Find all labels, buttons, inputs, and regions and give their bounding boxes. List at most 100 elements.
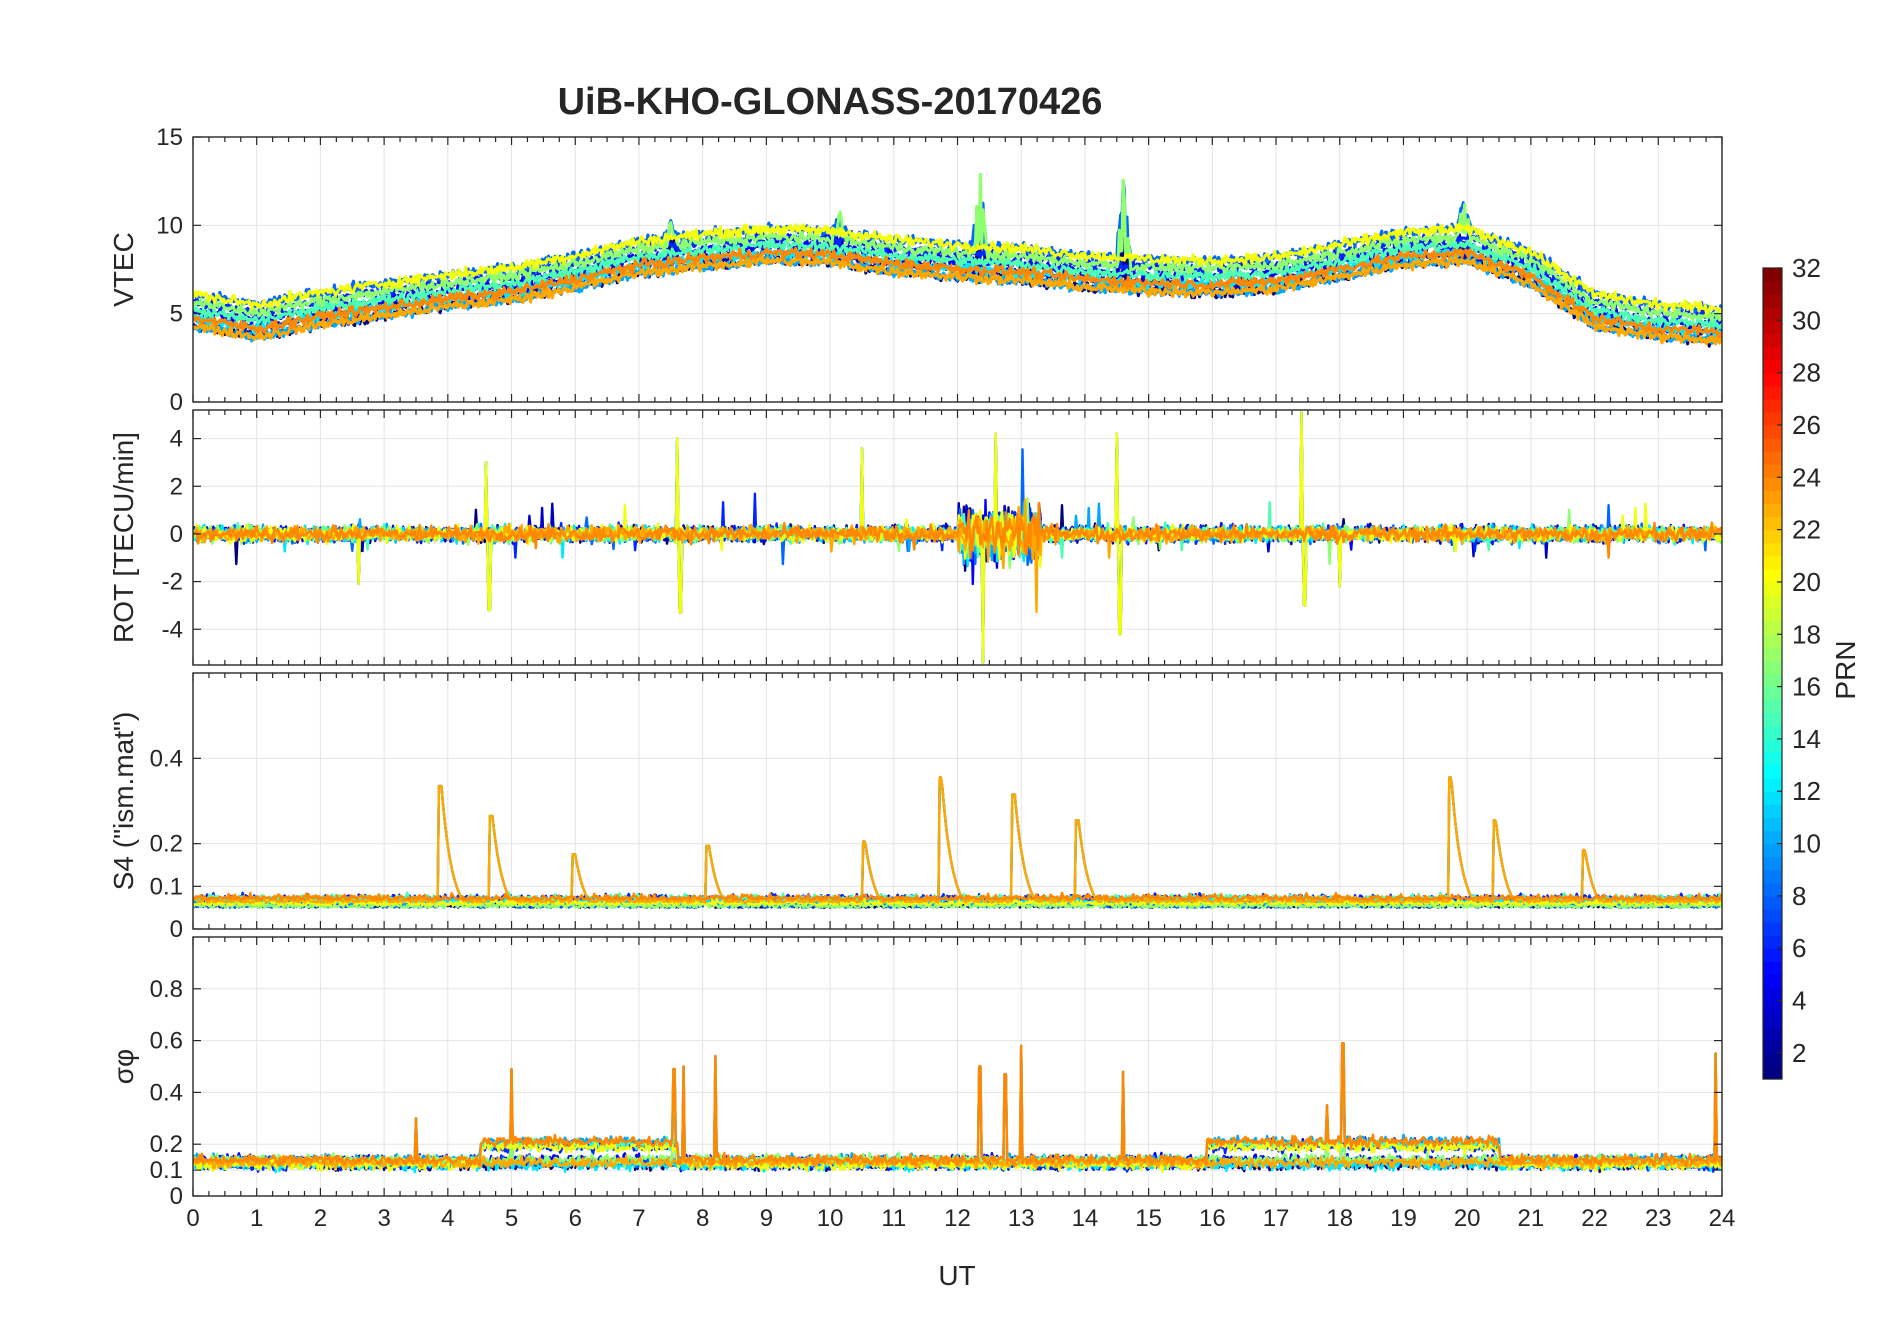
vtec-ytick-label: 15 xyxy=(156,124,183,151)
x-tick-label: 10 xyxy=(817,1205,844,1232)
colorbar-segment xyxy=(1763,804,1782,818)
vtec-ytick-label: 0 xyxy=(170,389,183,416)
colorbar-segment xyxy=(1763,608,1782,622)
x-tick-label: 9 xyxy=(760,1205,773,1232)
colorbar-tick-label: 2 xyxy=(1792,1038,1806,1068)
colorbar-segment xyxy=(1763,438,1782,452)
sigma_phi-ylabel: σφ xyxy=(108,1049,139,1084)
sigma_phi-tickmarks xyxy=(192,937,1723,1197)
rot-series xyxy=(193,411,1722,664)
s4-ytick-label: 0 xyxy=(170,916,183,943)
series-prn-20 xyxy=(193,223,1722,316)
colorbar-segment xyxy=(1763,385,1782,400)
colorbar-segment xyxy=(1763,686,1782,701)
colorbar-segment xyxy=(1763,346,1782,361)
x-tick-label: 0 xyxy=(186,1205,199,1232)
colorbar-segment xyxy=(1763,712,1782,727)
x-tick-label: 13 xyxy=(1008,1205,1035,1232)
panel-sigma_phi: 00.10.2 0.4 0.6 0.8 σφ xyxy=(108,936,1723,1210)
colorbar-segment xyxy=(1763,922,1782,936)
x-tick-label: 20 xyxy=(1454,1205,1481,1232)
sigma_phi-ytick-label: 0 xyxy=(170,1183,183,1210)
colorbar-segment xyxy=(1763,424,1782,439)
series-prn-24 xyxy=(193,501,1722,559)
colorbar-segment xyxy=(1763,294,1782,308)
rot-ylabel: ROT [TECU/min] xyxy=(108,432,139,643)
colorbar-segment xyxy=(1763,974,1782,989)
colorbar-segment xyxy=(1763,281,1782,295)
colorbar-frame xyxy=(1762,267,1783,1080)
series-prn-23 xyxy=(193,1154,1722,1170)
x-tick-label: 3 xyxy=(377,1205,390,1232)
colorbar-segment xyxy=(1763,935,1782,949)
rot-ytick-label: 4 xyxy=(170,426,183,453)
colorbar-segment xyxy=(1763,1013,1782,1028)
x-tick-label: 16 xyxy=(1199,1205,1226,1232)
colorbar-segment xyxy=(1763,961,1782,975)
colorbar-tick-label: 26 xyxy=(1792,410,1821,440)
sigma_phi-series xyxy=(193,1041,1722,1174)
colorbar-segment xyxy=(1763,843,1782,858)
colorbar-tick-label: 12 xyxy=(1792,776,1821,806)
vtec-tickmarks xyxy=(192,136,1723,403)
colorbar-segment xyxy=(1763,464,1782,478)
x-tick-label: 23 xyxy=(1645,1205,1672,1232)
colorbar-segment xyxy=(1763,856,1782,871)
colorbar-segment xyxy=(1763,451,1782,465)
colorbar-segment xyxy=(1763,869,1782,884)
rot-ytick-label: -4 xyxy=(162,616,183,643)
x-axis-label: UT xyxy=(938,1260,975,1291)
x-tick-label: 4 xyxy=(441,1205,454,1232)
rot-tickmarks xyxy=(192,410,1723,665)
colorbar-segment xyxy=(1763,555,1782,570)
series-prn-24 xyxy=(193,891,1722,902)
colorbar-tick-label: 8 xyxy=(1792,881,1806,911)
colorbar-segment xyxy=(1763,595,1782,609)
colorbar-segment xyxy=(1763,372,1782,387)
s4-series xyxy=(193,776,1722,909)
colorbar-segment xyxy=(1763,307,1782,321)
series-prn-23 xyxy=(193,254,1722,346)
x-tick-label: 18 xyxy=(1326,1205,1353,1232)
s4-tickmarks xyxy=(192,673,1723,930)
colorbar-segment xyxy=(1763,411,1782,426)
x-tick-label: 21 xyxy=(1518,1205,1545,1232)
colorbar-segment xyxy=(1763,333,1782,348)
colorbar-segment xyxy=(1763,1052,1782,1067)
series-prn-15 xyxy=(193,238,1722,330)
x-tick-label: 8 xyxy=(696,1205,709,1232)
colorbar-segment xyxy=(1763,320,1782,335)
panel-vtec: 0 5 10 15 VTEC xyxy=(108,124,1723,416)
colorbar-tick-label: 18 xyxy=(1792,619,1821,649)
x-tick-label: 12 xyxy=(944,1205,971,1232)
series-prn-23 xyxy=(193,776,1722,904)
x-axis: UT 0 1 2 3 4 5 6 7 8 9 10 11 12 13 14 15 16 17 18 19 20 21 22 2… xyxy=(186,1205,1735,1291)
colorbar-segment xyxy=(1763,908,1782,923)
colorbar-tick-label: 28 xyxy=(1792,358,1821,388)
x-tick-label: 6 xyxy=(569,1205,582,1232)
x-tick-label: 11 xyxy=(881,1205,906,1232)
colorbar-segment xyxy=(1763,359,1782,374)
colorbar-tick-label: 4 xyxy=(1792,986,1806,1016)
colorbar-segment xyxy=(1763,516,1782,531)
colorbar-segment xyxy=(1763,660,1782,675)
vtec-ylabel: VTEC xyxy=(108,232,139,307)
colorbar-segment xyxy=(1763,725,1782,740)
x-tick-label: 2 xyxy=(314,1205,327,1232)
colorbar-tick-label: 20 xyxy=(1792,567,1821,597)
colorbar-segment xyxy=(1763,895,1782,910)
colorbar-label: PRN xyxy=(1830,640,1861,699)
sigma_phi-ytick-label: 0.6 xyxy=(150,1028,183,1055)
x-tick-label: 19 xyxy=(1390,1205,1417,1232)
x-tick-label: 7 xyxy=(632,1205,645,1232)
colorbar-segment xyxy=(1763,634,1782,648)
series-prn-24 xyxy=(193,1041,1722,1169)
colorbar-segment xyxy=(1763,673,1782,688)
vtec-series xyxy=(193,172,1722,348)
colorbar-segment xyxy=(1763,765,1782,779)
x-tick-label: 17 xyxy=(1263,1205,1290,1232)
x-tick-label: 22 xyxy=(1581,1205,1608,1232)
series-prn-20 xyxy=(193,896,1722,907)
